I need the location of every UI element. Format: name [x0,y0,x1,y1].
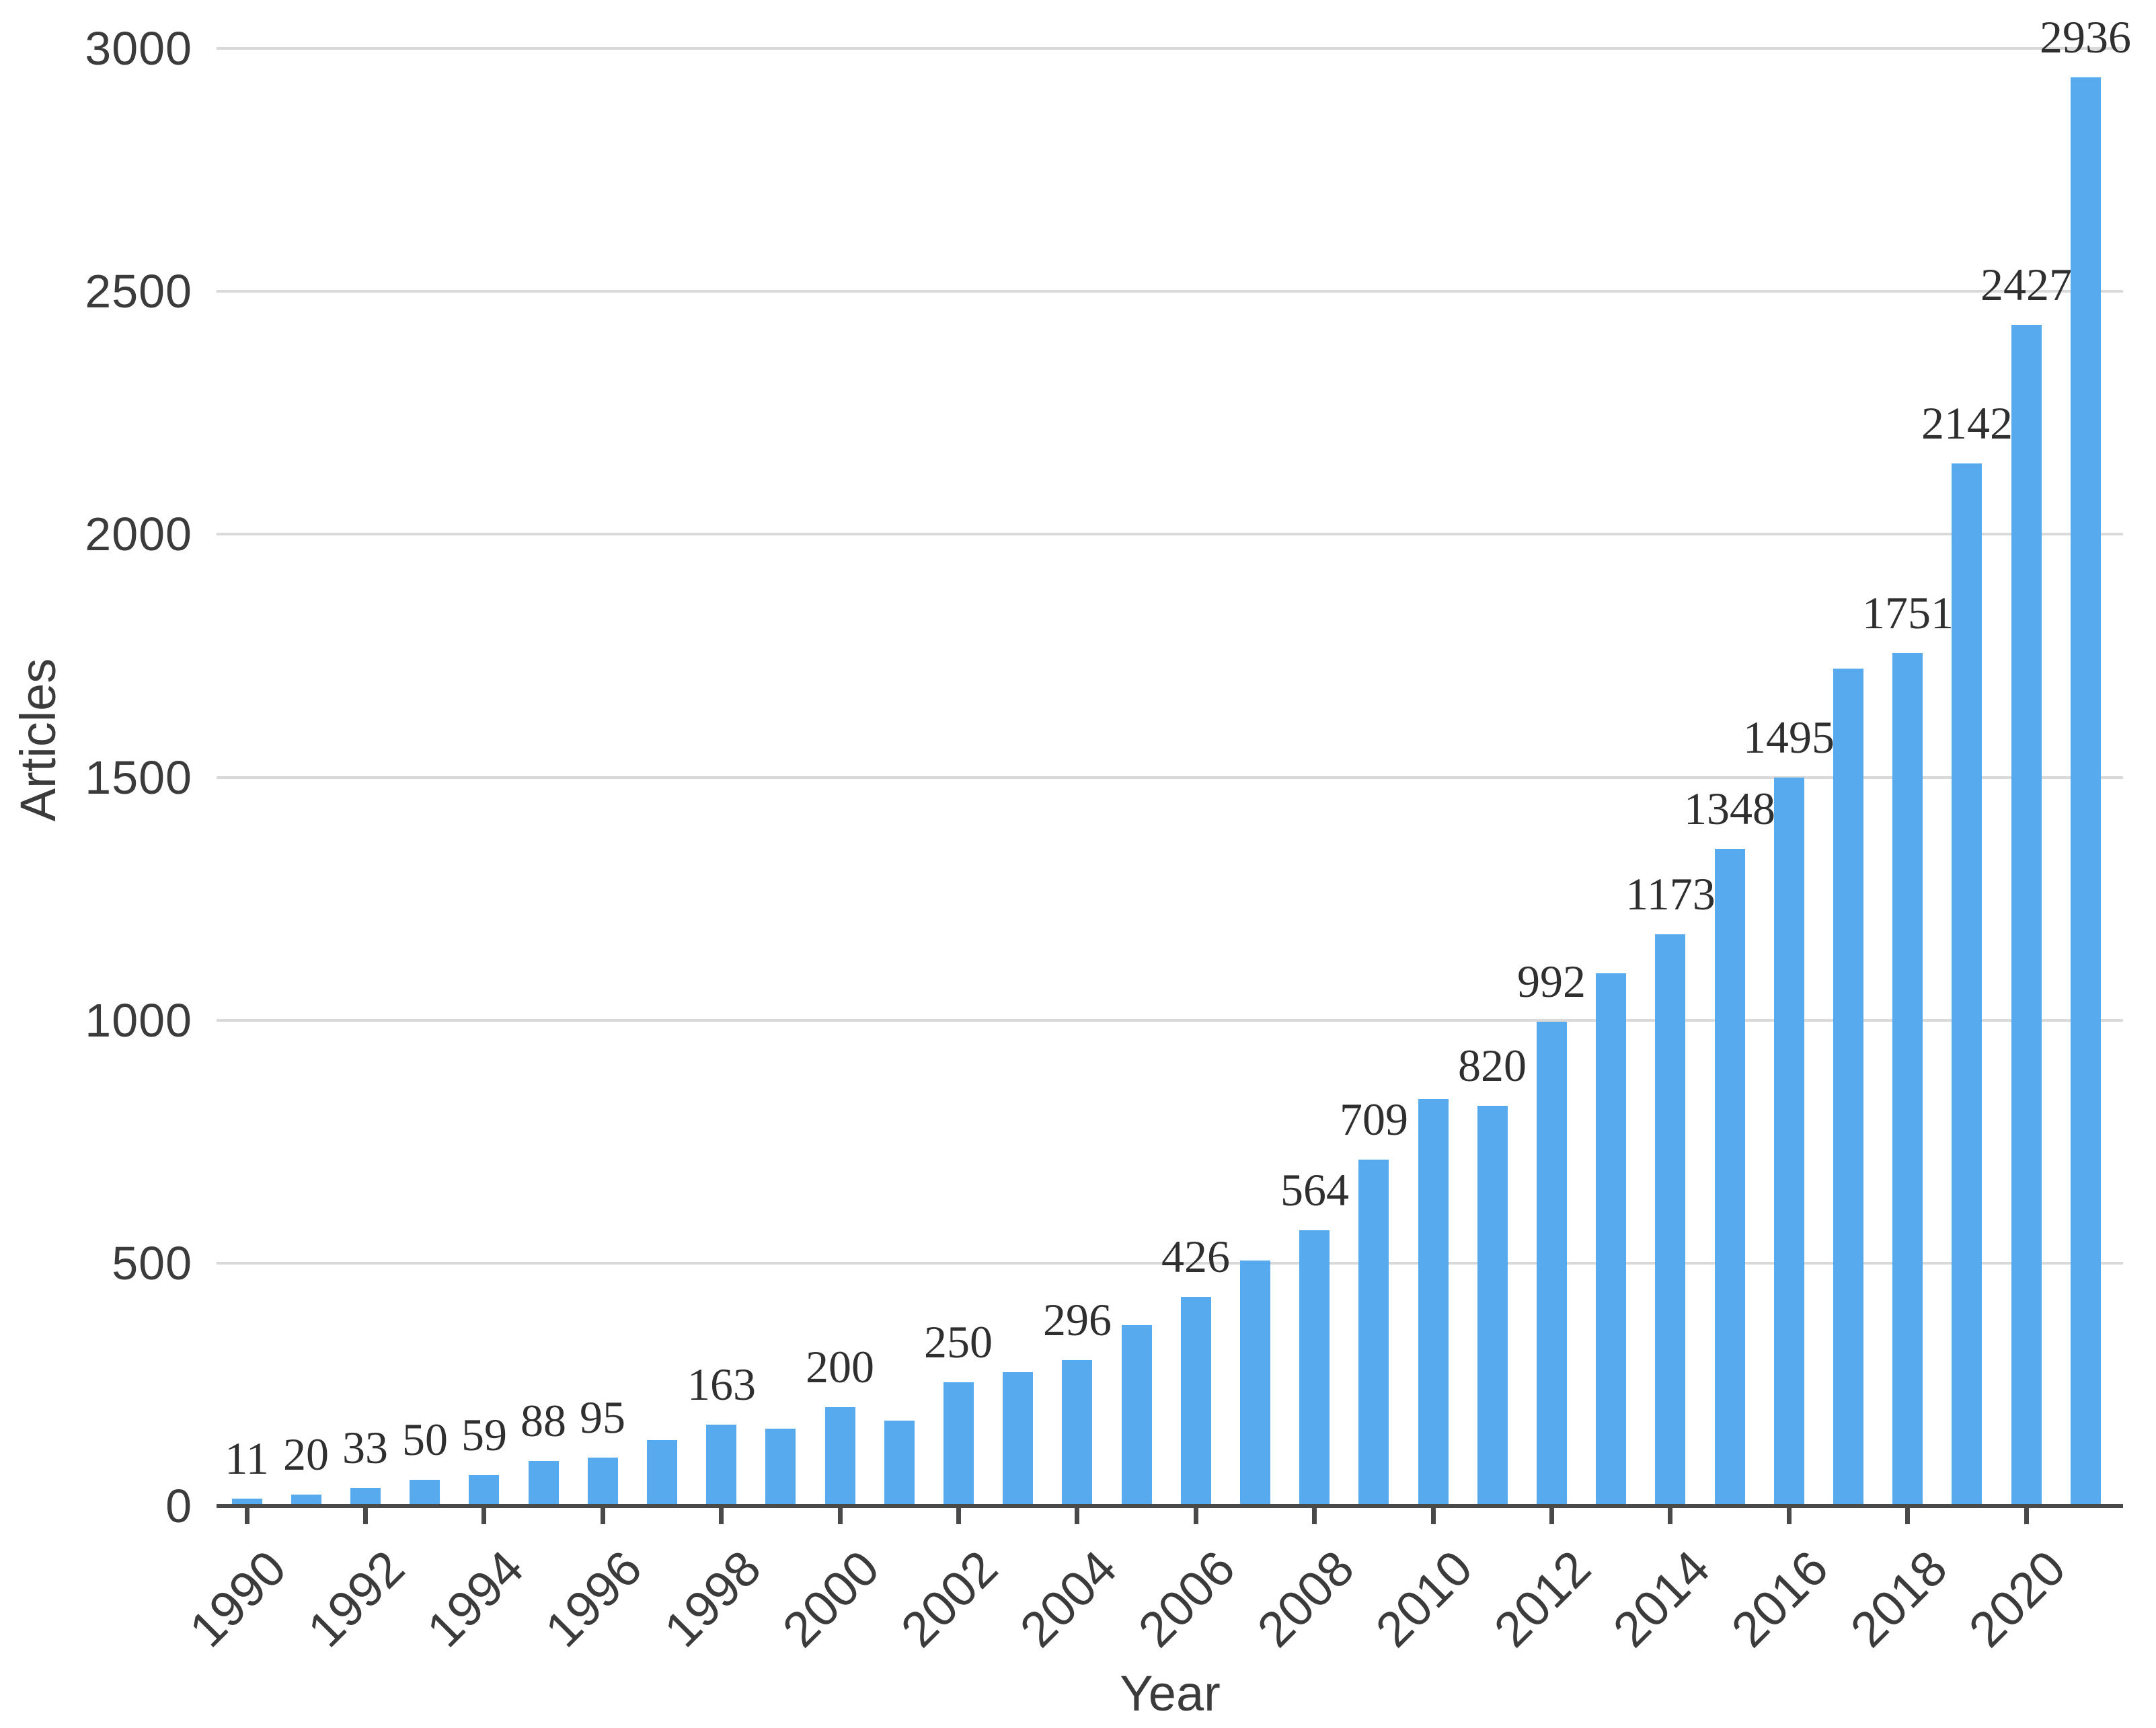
x-tick-mark [1431,1508,1436,1524]
bar [2011,325,2042,1504]
gridline [217,1018,2123,1022]
bar [765,1429,796,1504]
x-tick-mark [838,1508,843,1524]
bar [1774,778,1804,1504]
bar-value-label: 296 [1043,1294,1112,1345]
bar [825,1407,855,1504]
bar [469,1475,499,1504]
bar-value-label: 11 [225,1433,269,1484]
gridline [217,776,2123,779]
bar [410,1480,440,1504]
bar [1240,1261,1270,1504]
bar-value-label: 2427 [1980,259,2072,310]
bar [1299,1230,1330,1504]
x-tick-mark [245,1508,249,1524]
bar-value-label: 820 [1458,1040,1527,1091]
bar [2071,77,2101,1504]
bar [1181,1297,1211,1504]
bar-value-label: 426 [1161,1231,1230,1282]
bar [1715,849,1745,1504]
x-tick-mark [1312,1508,1317,1524]
x-tick-mark [719,1508,724,1524]
x-tick-mark [1075,1508,1079,1524]
bar-value-label: 1751 [1862,587,1954,638]
x-axis-line [217,1504,2123,1508]
bar-value-label: 250 [924,1316,993,1367]
bar-value-label: 59 [461,1409,507,1460]
gridline [217,1261,2123,1265]
x-tick-mark [1668,1508,1672,1524]
gridline [217,533,2123,536]
gridline [217,290,2123,293]
bar [1833,669,1863,1504]
x-tick-mark [482,1508,486,1524]
y-tick-label: 2000 [85,508,192,560]
bar [1952,463,1982,1504]
bar-value-label: 200 [806,1341,874,1392]
bar [1122,1325,1152,1504]
bar [588,1458,618,1504]
bar-value-label: 2936 [2040,11,2131,63]
y-tick-label: 1500 [85,751,192,804]
bar [1892,653,1923,1504]
y-tick-label: 1000 [85,994,192,1047]
bar [291,1495,321,1504]
bar-value-label: 2142 [1921,398,2013,449]
bar [529,1461,559,1504]
bar [350,1488,381,1504]
x-tick-mark [1905,1508,1910,1524]
bar [1062,1360,1092,1504]
x-tick-mark [956,1508,961,1524]
gridline [217,47,2123,50]
x-tick-mark [601,1508,605,1524]
bar [944,1382,974,1504]
x-tick-mark [1194,1508,1198,1524]
x-tick-mark [1549,1508,1554,1524]
x-tick-mark [1787,1508,1792,1524]
bar-value-label: 88 [521,1395,566,1446]
bar [1418,1099,1449,1504]
bar [1003,1372,1033,1504]
bar [232,1499,262,1504]
y-tick-label: 2500 [85,265,192,317]
bar-value-label: 1495 [1743,712,1835,763]
y-tick-label: 3000 [85,22,192,75]
bar [1596,973,1626,1504]
y-tick-label: 500 [112,1237,192,1289]
bar-value-label: 1348 [1684,783,1775,834]
bar [1358,1160,1389,1504]
bar-value-label: 20 [283,1429,329,1480]
bar [706,1425,736,1504]
x-tick-mark [363,1508,368,1524]
y-axis-title: Articles [10,658,66,822]
bar-value-label: 564 [1280,1164,1349,1215]
bar [1537,1022,1567,1504]
bar-value-label: 709 [1340,1094,1408,1145]
bar-value-label: 163 [687,1359,756,1410]
x-axis-title: Year [1120,1665,1221,1721]
x-tick-mark [2024,1508,2029,1524]
bar-value-label: 95 [580,1392,625,1443]
bar [1477,1106,1508,1504]
bar-value-label: 1173 [1625,868,1716,919]
bar-value-label: 50 [402,1414,448,1465]
bar [1655,934,1685,1504]
bar-value-label: 33 [342,1422,388,1473]
bar [884,1421,915,1504]
y-tick-label: 0 [165,1480,192,1532]
bar-value-label: 992 [1517,956,1586,1007]
bar [647,1440,677,1504]
